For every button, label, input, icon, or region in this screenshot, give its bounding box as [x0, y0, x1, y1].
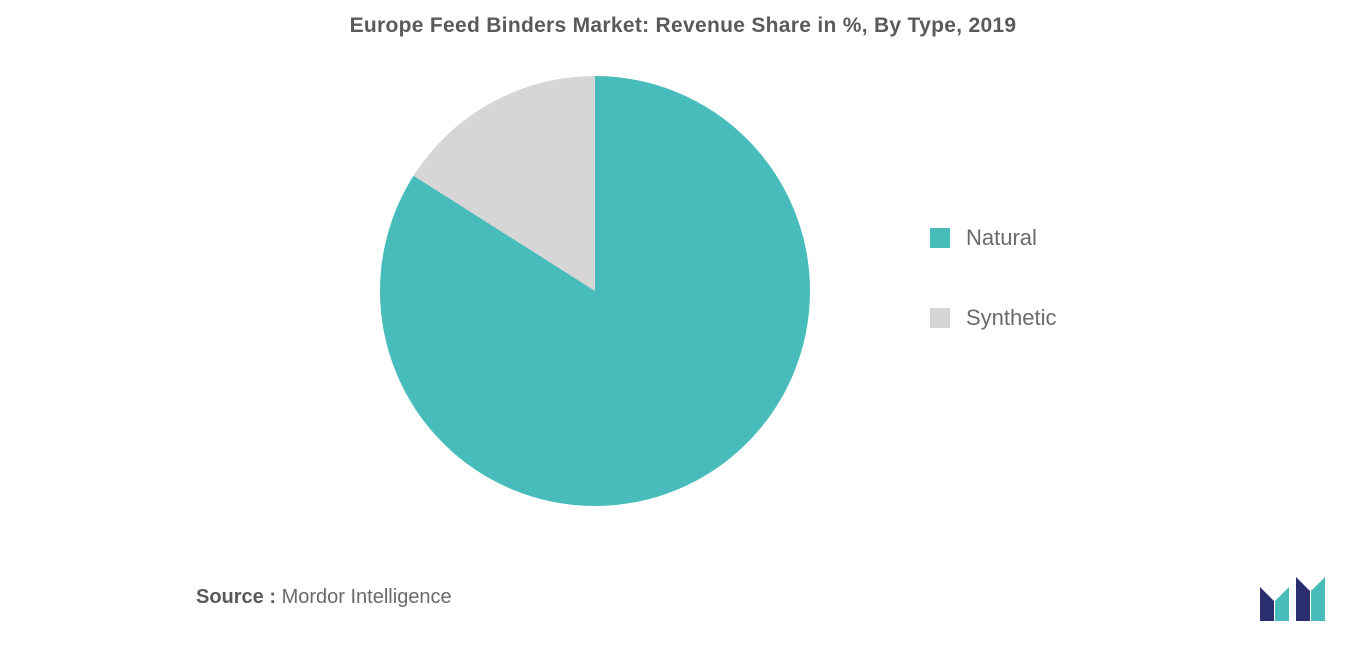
chart-title: Europe Feed Binders Market: Revenue Shar… — [0, 14, 1366, 38]
logo-glyph-n-right — [1311, 577, 1325, 621]
logo-glyph-m-left — [1260, 587, 1274, 621]
legend-swatch — [930, 308, 950, 328]
legend: Natural Synthetic — [930, 225, 1057, 385]
legend-label: Natural — [966, 225, 1037, 251]
source-text: Mordor Intelligence — [282, 586, 452, 608]
legend-item: Natural — [930, 225, 1057, 251]
logo-glyph-n-left — [1296, 577, 1310, 621]
pie-slices — [380, 76, 810, 506]
legend-label: Synthetic — [966, 305, 1057, 331]
figure-container: Europe Feed Binders Market: Revenue Shar… — [0, 0, 1366, 655]
pie-chart — [380, 76, 810, 506]
brand-logo — [1260, 577, 1326, 621]
logo-glyph-m-right — [1275, 587, 1289, 621]
source-label: Source : — [196, 586, 276, 608]
legend-swatch — [930, 228, 950, 248]
source-attribution: Source : Mordor Intelligence — [196, 586, 452, 609]
legend-item: Synthetic — [930, 305, 1057, 331]
